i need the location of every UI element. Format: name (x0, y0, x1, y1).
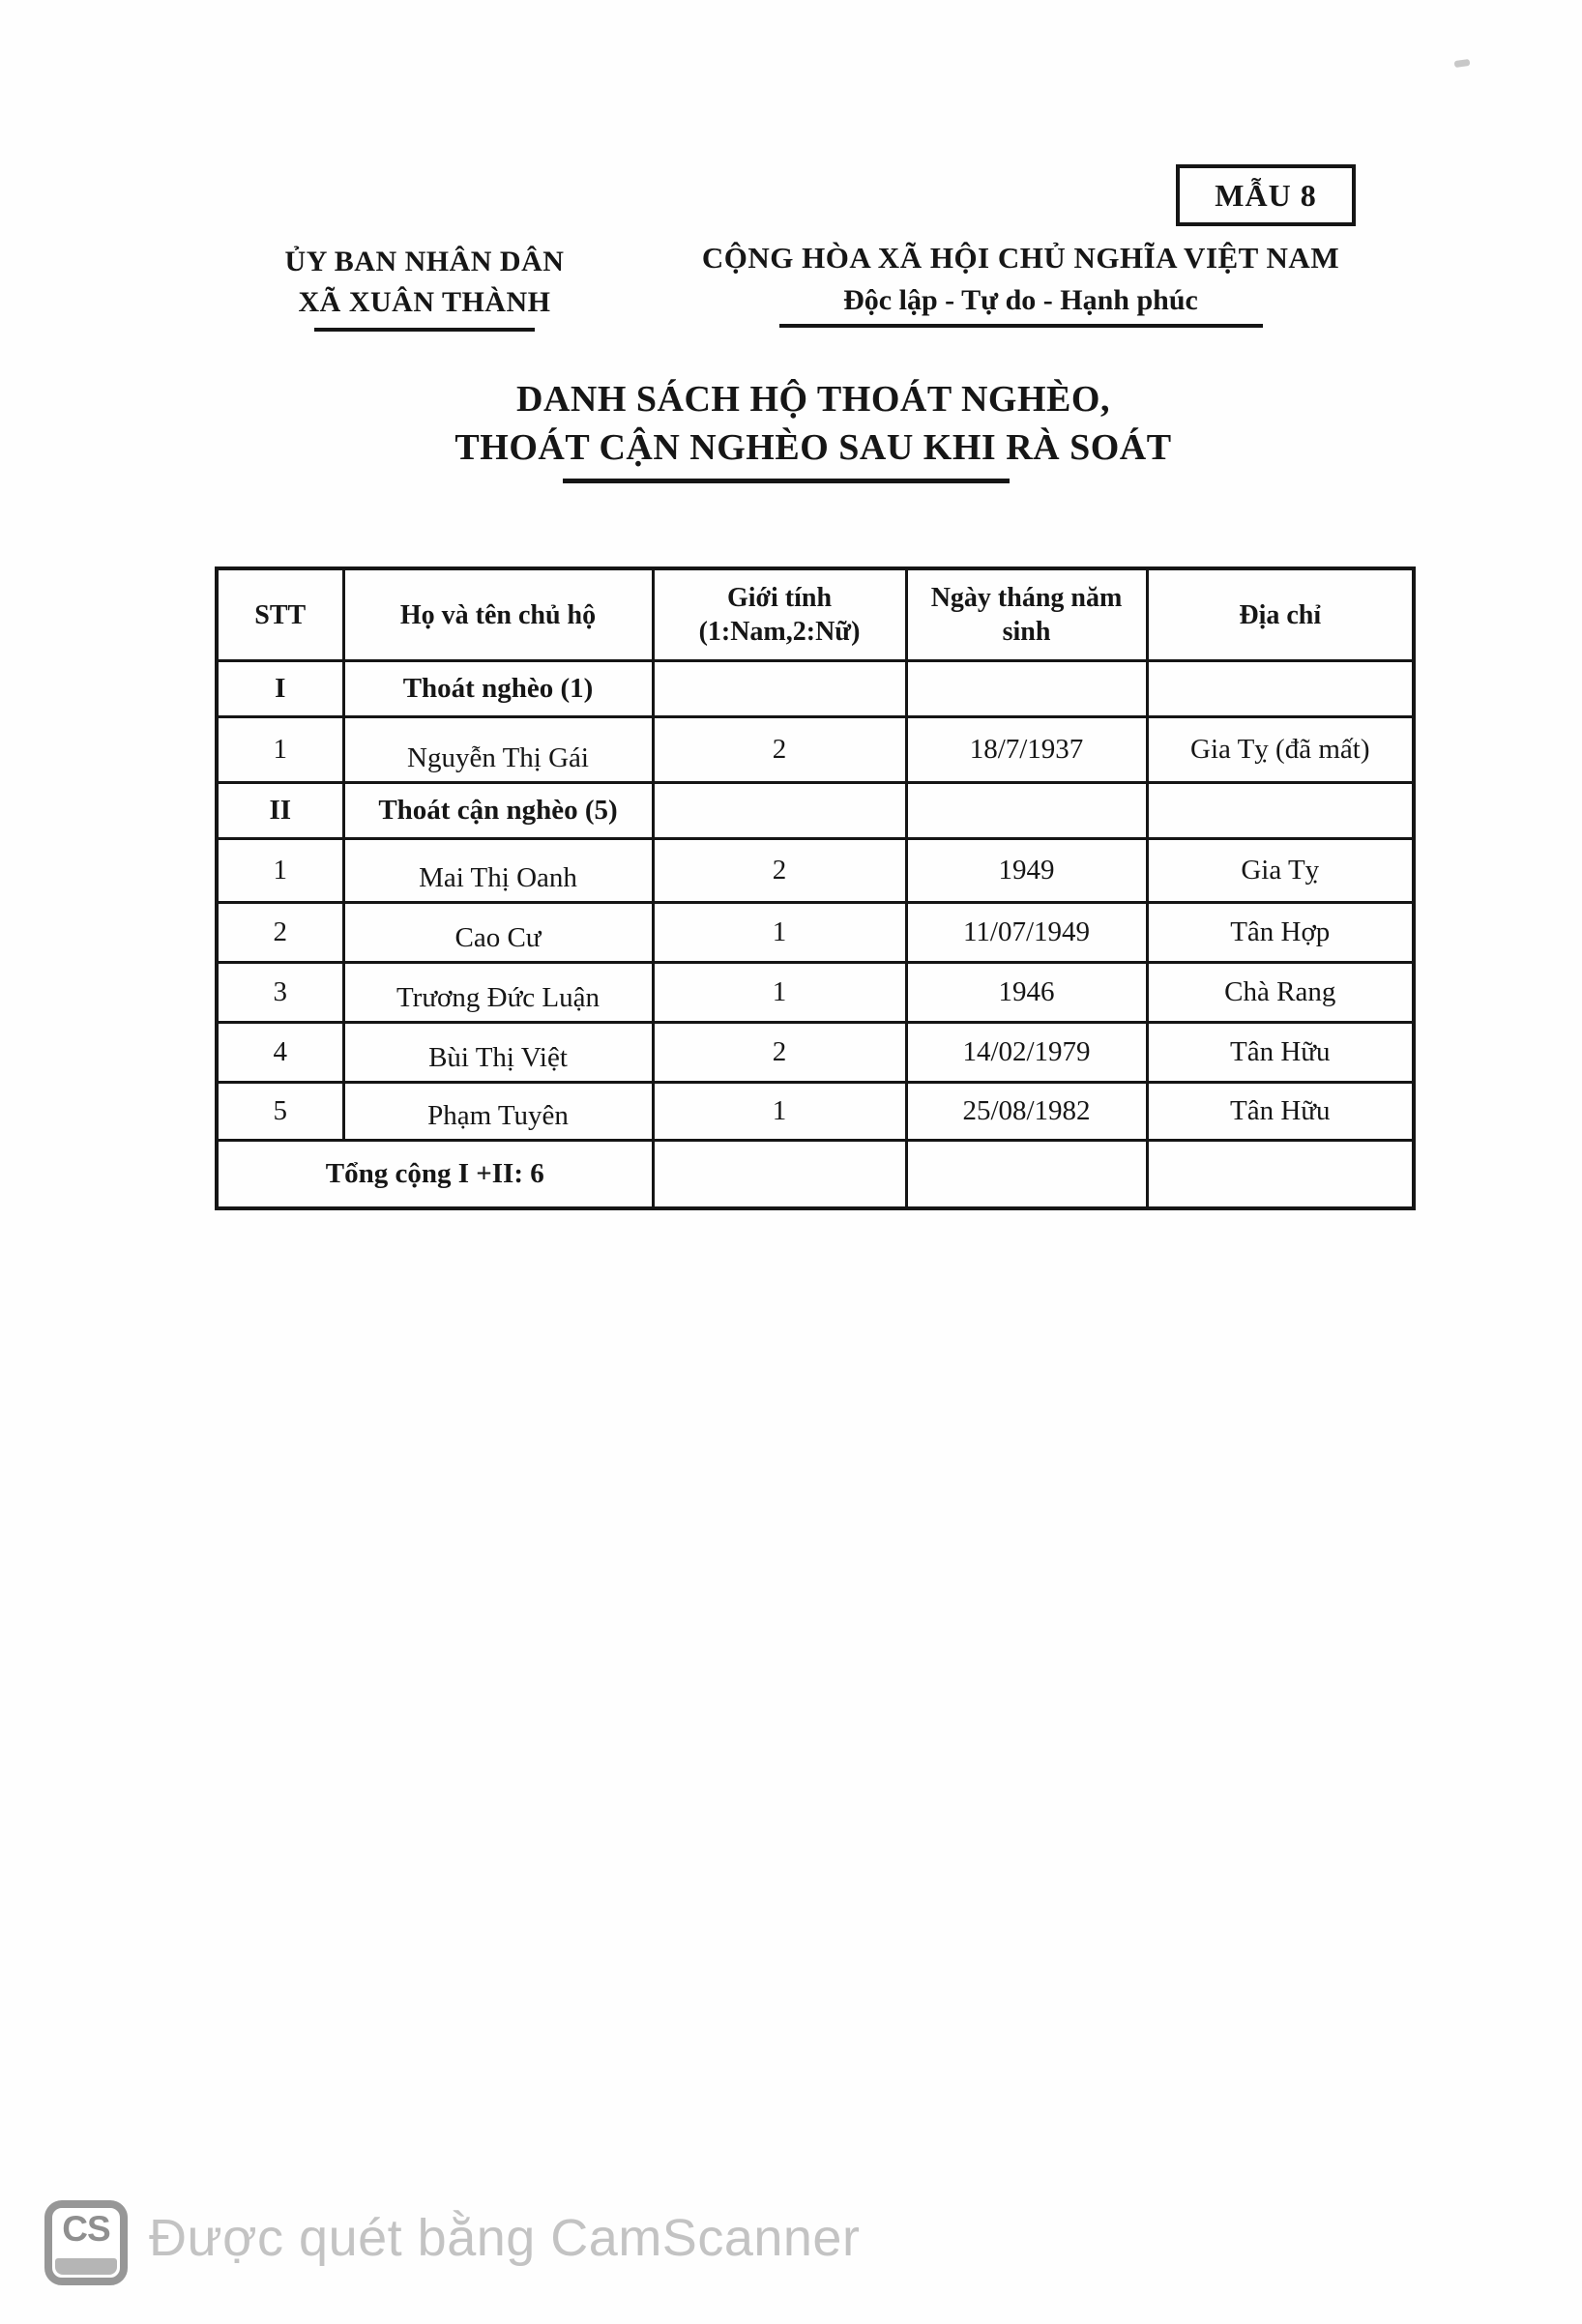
cell-address: Tân Hữu (1145, 1021, 1416, 1084)
cell-stt: 1 (215, 715, 345, 784)
cell-dob: 14/02/1979 (904, 1021, 1149, 1084)
cell-dob: 1946 (904, 961, 1149, 1024)
cell-dob (904, 781, 1149, 840)
org-name-line1: ỦY BAN NHÂN DÂN (284, 246, 565, 277)
cell-address (1145, 781, 1416, 840)
cell-address: Tân Hữu (1145, 1081, 1416, 1142)
issuing-org-block: ỦY BAN NHÂN DÂN XÃ XUÂN THÀNH (190, 242, 659, 332)
cell-gender (651, 781, 908, 840)
col-header-gender-line2: (1:Nam,2:Nữ) (698, 617, 861, 647)
cell-address: Gia Tỵ (đã mất) (1145, 715, 1416, 784)
motto-underline (778, 324, 1263, 328)
cell-stt: 2 (215, 901, 345, 964)
cell-name: Mai Thị Oanh (341, 837, 655, 904)
camscanner-icon-label: CS (62, 2209, 110, 2249)
cell-dob (904, 1139, 1149, 1209)
col-header-dob-line1: Ngày tháng năm (930, 583, 1123, 613)
col-header-name: Họ và tên chủ hộ (341, 566, 655, 662)
cell-gender: 2 (651, 837, 908, 904)
document-title: DANH SÁCH HỘ THOÁT NGHÈO, THOÁT CẬN NGHÈ… (373, 375, 1253, 483)
cell-gender: 1 (651, 901, 908, 964)
table-header-row: STT Họ và tên chủ hộ Giới tính (1:Nam,2:… (215, 566, 1416, 662)
table-row: 2 Cao Cư 1 11/07/1949 Tân Hợp (215, 901, 1416, 964)
cell-stt: 5 (215, 1081, 345, 1142)
cell-name: Thoát cận nghèo (5) (341, 781, 655, 840)
form-number-label: MẪU 8 (1215, 177, 1317, 213)
cell-gender: 2 (651, 1021, 908, 1084)
cell-gender: 2 (651, 715, 908, 784)
cell-stt: II (215, 781, 345, 840)
cell-gender: 1 (651, 1081, 908, 1142)
cell-name: Nguyễn Thị Gái (341, 715, 655, 784)
cell-name: Cao Cư (341, 901, 655, 964)
cell-name: Trương Đức Luận (341, 961, 655, 1024)
org-name-line2: XÃ XUÂN THÀNH (298, 286, 551, 318)
title-underline (563, 479, 1010, 483)
col-header-address: Địa chỉ (1145, 566, 1416, 662)
national-motto: Độc lập - Tự do - Hạnh phúc (843, 284, 1198, 316)
cell-name: Thoát nghèo (1) (341, 659, 655, 718)
col-header-gender: Giới tính (1:Nam,2:Nữ) (651, 566, 908, 662)
cell-address: Tân Hợp (1145, 901, 1416, 964)
cell-name: Phạm Tuyên (341, 1081, 655, 1142)
cell-name: Bùi Thị Việt (341, 1021, 655, 1084)
camscanner-icon-bar (55, 2258, 117, 2275)
table-row: 1 Mai Thị Oanh 2 1949 Gia Tỵ (215, 837, 1416, 904)
cell-stt: 4 (215, 1021, 345, 1084)
table-row: 5 Phạm Tuyên 1 25/08/1982 Tân Hữu (215, 1081, 1416, 1142)
col-header-gender-line1: Giới tính (726, 583, 833, 613)
cell-gender (651, 659, 908, 718)
table-row-section-2: II Thoát cận nghèo (5) (215, 781, 1416, 840)
org-underline (314, 328, 535, 332)
cell-dob: 25/08/1982 (904, 1081, 1149, 1142)
camscanner-icon: CS (44, 2200, 128, 2285)
form-number-box: MẪU 8 (1176, 164, 1356, 226)
camscanner-watermark-text: Được quét bằng CamScanner (149, 2209, 861, 2267)
households-table: STT Họ và tên chủ hộ Giới tính (1:Nam,2:… (215, 566, 1416, 1210)
cell-address (1145, 1139, 1416, 1209)
table-row-section-1: I Thoát nghèo (1) (215, 659, 1416, 718)
col-header-stt: STT (215, 566, 345, 662)
cell-dob: 1949 (904, 837, 1149, 904)
col-header-dob-line2: sinh (1002, 617, 1051, 647)
national-title: CỘNG HÒA XÃ HỘI CHỦ NGHĨA VIỆT NAM (701, 241, 1340, 275)
cell-stt: 1 (215, 837, 345, 904)
cell-address: Chà Rang (1145, 961, 1416, 1024)
cell-address (1145, 659, 1416, 718)
table-row: 4 Bùi Thị Việt 2 14/02/1979 Tân Hữu (215, 1021, 1416, 1084)
cell-dob: 18/7/1937 (904, 715, 1149, 784)
title-line-2: THOÁT CẬN NGHÈO SAU KHI RÀ SOÁT (454, 427, 1172, 468)
cell-dob (904, 659, 1149, 718)
title-line-1: DANH SÁCH HỘ THOÁT NGHÈO, (516, 379, 1110, 420)
cell-stt: I (215, 659, 345, 718)
total-cell: Tổng cộng I +II: 6 (215, 1139, 655, 1209)
table-row-total: Tổng cộng I +II: 6 (215, 1139, 1416, 1209)
scan-artifact-speck (1453, 58, 1471, 69)
cell-gender (651, 1139, 908, 1209)
cell-dob: 11/07/1949 (904, 901, 1149, 964)
col-header-dob: Ngày tháng năm sinh (904, 566, 1149, 662)
national-motto-block: CỘNG HÒA XÃ HỘI CHỦ NGHĨA VIỆT NAM Độc l… (646, 238, 1395, 328)
cell-gender: 1 (651, 961, 908, 1024)
table-row: 3 Trương Đức Luận 1 1946 Chà Rang (215, 961, 1416, 1024)
table-row: 1 Nguyễn Thị Gái 2 18/7/1937 Gia Tỵ (đã … (215, 715, 1416, 784)
cell-address: Gia Tỵ (1145, 837, 1416, 904)
cell-stt: 3 (215, 961, 345, 1024)
